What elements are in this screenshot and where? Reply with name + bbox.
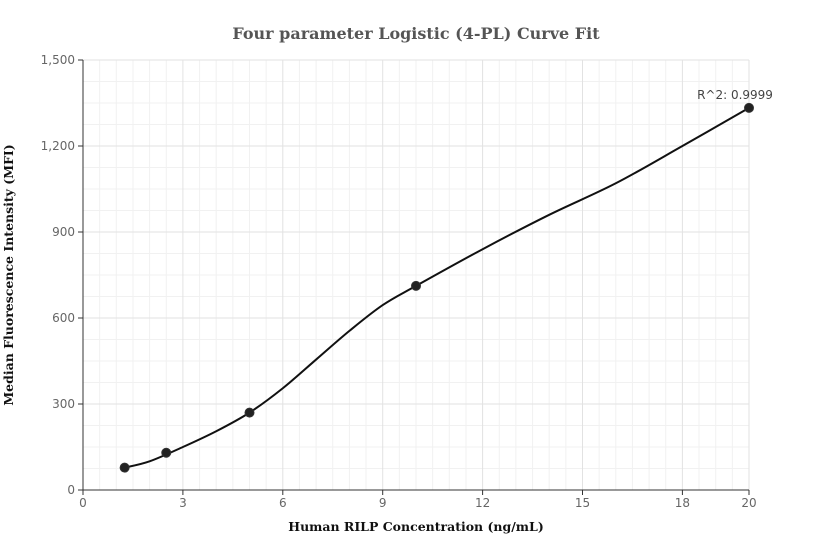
x-tick-label: 3 <box>179 496 187 510</box>
data-point <box>119 462 130 473</box>
x-tick-label: 18 <box>675 496 690 510</box>
x-tick-label: 15 <box>575 496 590 510</box>
fit-curve-layer <box>124 107 750 469</box>
y-axis-title: Median Fluorescence Intensity (MFI) <box>1 144 16 405</box>
y-tick-label: 1,200 <box>41 139 75 153</box>
y-tick-label: 0 <box>67 483 75 497</box>
x-tick-label: 9 <box>379 496 387 510</box>
data-point <box>411 280 421 291</box>
chart-title: Four parameter Logistic (4-PL) Curve Fit <box>232 24 600 43</box>
grid <box>83 59 750 490</box>
y-tick-label: 1,500 <box>41 53 75 67</box>
data-point <box>744 102 754 113</box>
x-tick-label: 12 <box>475 496 490 510</box>
data-point <box>161 447 172 458</box>
r-squared-annotation: R^2: 0.9999 <box>697 88 773 102</box>
fit-curve-line <box>124 107 750 469</box>
x-tick-label: 6 <box>279 496 287 510</box>
x-axis-title: Human RILP Concentration (ng/mL) <box>288 519 543 534</box>
x-tick-label: 20 <box>741 496 756 510</box>
axes: 0 3 6 9 12 15 18 20 0 300 600 900 1,200 1,500 <box>41 53 757 510</box>
y-tick-label: 600 <box>52 311 75 325</box>
x-tick-label: 0 <box>79 496 87 510</box>
y-tick-label: 900 <box>52 225 75 239</box>
data-point <box>244 407 255 418</box>
data-points-layer <box>119 102 754 473</box>
y-tick-label: 300 <box>52 397 75 411</box>
